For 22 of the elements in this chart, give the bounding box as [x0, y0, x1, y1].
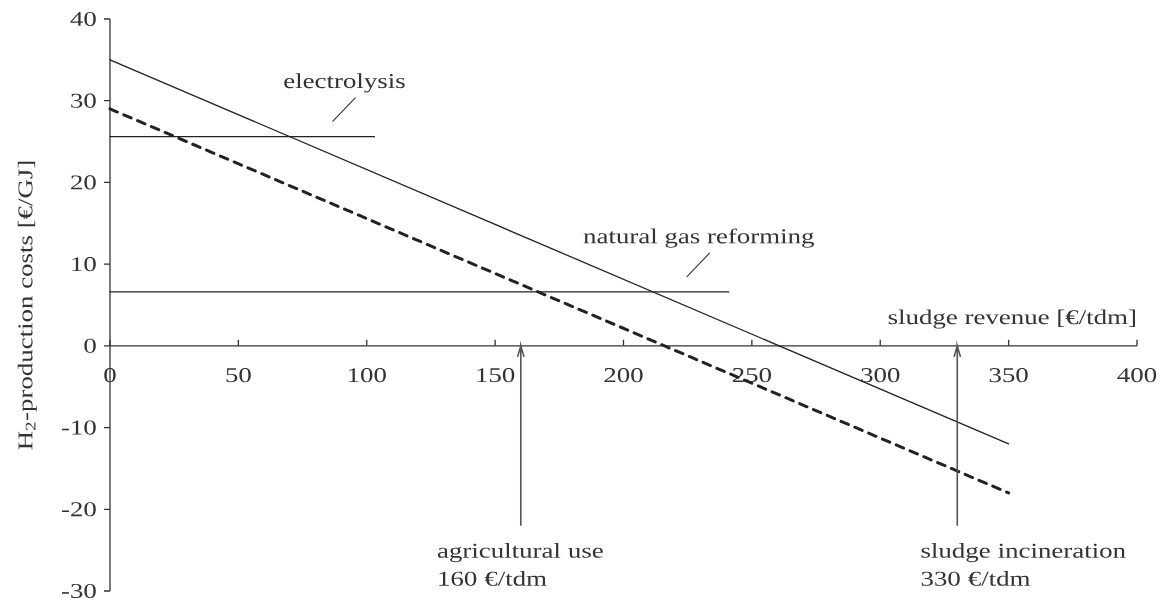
y-tick-label: -30	[61, 583, 96, 599]
y-tick-label: 20	[71, 175, 96, 190]
x-tick-label: 200	[604, 368, 643, 383]
y-tick-label: -20	[61, 502, 96, 517]
x-tick-label: 150	[477, 368, 515, 383]
ref-line-label: sludge incineration 330 €/tdm	[921, 543, 1126, 586]
x-axis-title: sludge revenue [€/tdm]	[888, 309, 1135, 329]
y-tick-label: 0	[84, 338, 96, 353]
y-tick-label: 40	[70, 11, 96, 27]
y-axis-title: H$_{2}$-production costs [€/GJ]	[17, 161, 37, 450]
x-tick-label: 250	[732, 368, 771, 383]
text: electrolysis	[284, 73, 405, 93]
y-tick-label: -10	[61, 420, 96, 435]
ref-line-label: agricultural use 160 €/tdm	[437, 543, 603, 586]
x-tick-label: 50	[226, 368, 251, 383]
y-tick-label: 10	[72, 257, 96, 272]
y-tick-label: 30	[71, 93, 96, 108]
x-tick-label: 400	[1117, 368, 1157, 383]
x-tick-label: 100	[348, 368, 386, 383]
text: natural gas reforming	[583, 228, 814, 248]
x-tick-label: 350	[989, 368, 1028, 383]
x-tick-label: 300	[861, 368, 900, 383]
